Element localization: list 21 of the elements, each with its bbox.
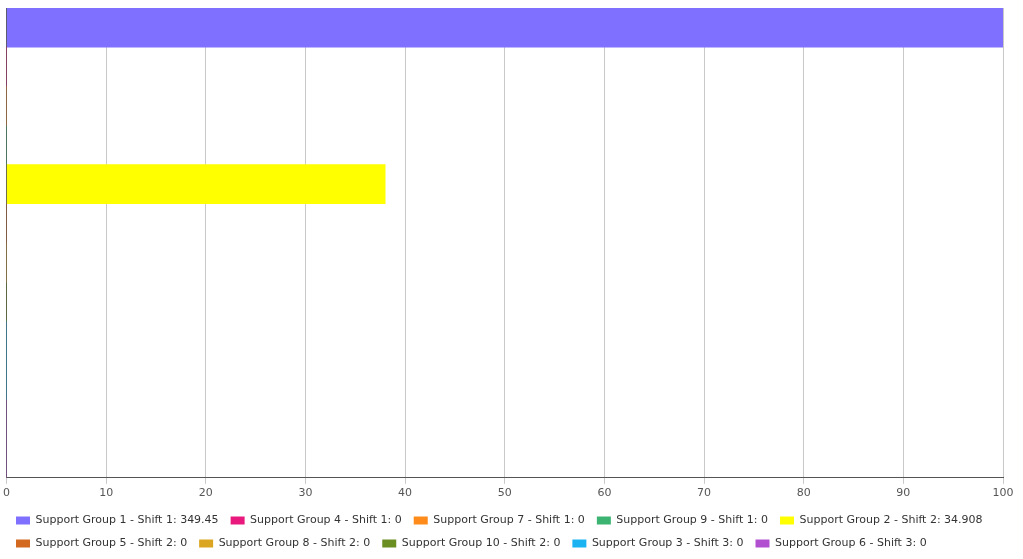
legend-label: Support Group 10 - Shift 2: 0 <box>401 536 561 550</box>
x-tick-label: 60 <box>597 486 612 500</box>
legend-label: Support Group 5 - Shift 2: 0 <box>35 536 188 550</box>
legend-label: Support Group 2 - Shift 2: 34.908 <box>799 513 983 527</box>
legend-label: Support Group 1 - Shift 1: 349.45 <box>35 513 219 527</box>
x-tick-label: 90 <box>896 486 911 500</box>
x-tick-label: 100 <box>992 486 1014 500</box>
x-tick-label: 80 <box>796 486 811 500</box>
x-tick-label: 10 <box>99 486 114 500</box>
x-tick-label: 30 <box>298 486 313 500</box>
legend-label: Support Group 4 - Shift 1: 0 <box>250 513 402 527</box>
x-tick-label: 50 <box>497 486 512 500</box>
legend-label: Support Group 3 - Shift 3: 0 <box>591 536 744 550</box>
legend-label: Support Group 9 - Shift 1: 0 <box>616 513 769 527</box>
legend-label: Support Group 8 - Shift 2: 0 <box>218 536 371 550</box>
x-tick-label: 70 <box>697 486 712 500</box>
x-tick-label: 20 <box>198 486 213 500</box>
x-tick-label: 40 <box>398 486 413 500</box>
x-tick-label: 0 <box>3 486 10 500</box>
legend-label: Support Group 6 - Shift 3: 0 <box>775 536 927 550</box>
legend-label: Support Group 7 - Shift 1: 0 <box>433 513 585 527</box>
